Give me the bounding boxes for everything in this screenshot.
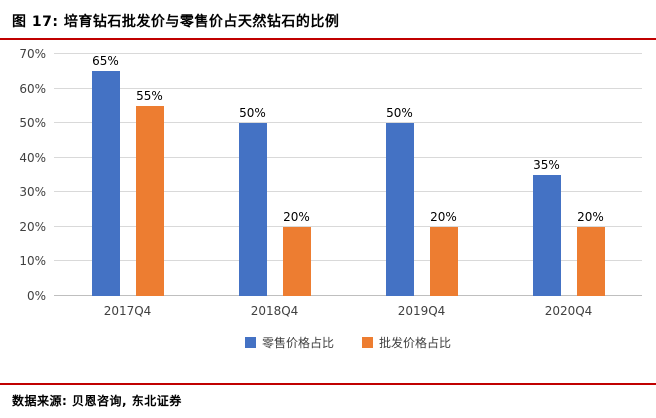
y-axis-tick-20: 20% bbox=[19, 219, 46, 234]
bar-wrap-2020Q4: 35% bbox=[532, 54, 561, 296]
bar-wrap-2019Q4: 20% bbox=[429, 54, 458, 296]
footer-divider bbox=[0, 383, 656, 385]
gridline-60 bbox=[54, 87, 642, 89]
bar-groups: 65% 55% 50% 20% 50% 20% 35% 20% bbox=[54, 54, 642, 296]
gridline-30 bbox=[54, 191, 642, 193]
gridline-50 bbox=[54, 122, 642, 124]
bar-wrap-2019Q4: 50% bbox=[385, 54, 414, 296]
y-axis-tick-10: 10% bbox=[19, 254, 46, 269]
figure-header: 图 17: 培育钻石批发价与零售价占天然钻石的比例 bbox=[0, 0, 656, 38]
bar-零售价格占比-2018Q4: 50% bbox=[238, 106, 267, 296]
y-axis-tick-0: 0% bbox=[26, 289, 46, 303]
gridline-0 bbox=[54, 295, 642, 296]
y-axis-tick-50: 50% bbox=[19, 116, 46, 131]
gridline-10 bbox=[54, 260, 642, 262]
bar-批发价格占比-2020Q4: 20% bbox=[576, 210, 605, 296]
bar-批发价格占比-2019Q4: 20% bbox=[429, 210, 458, 296]
y-axis: 0% 10% 20% 30% 40% 50% 60% 70% bbox=[8, 47, 54, 303]
legend-swatch-icon bbox=[362, 337, 373, 348]
data-label-零售价格占比-2017Q4: 65% bbox=[92, 54, 119, 69]
header-divider bbox=[0, 38, 656, 40]
y-axis-tick-30: 30% bbox=[19, 185, 46, 200]
y-axis-tick-70: 70% bbox=[19, 47, 46, 61]
data-label-批发价格占比-2020Q4: 20% bbox=[577, 209, 604, 224]
legend-label: 批发价格占比 bbox=[379, 336, 452, 350]
data-label-零售价格占比-2018Q4: 50% bbox=[239, 106, 266, 121]
bar-group-2020Q4: 35% 20% bbox=[495, 54, 642, 296]
data-label-批发价格占比-2018Q4: 20% bbox=[283, 209, 310, 224]
chart-legend: 零售价格占比 批发价格占比 bbox=[54, 334, 642, 351]
bar-零售价格占比-2017Q4: 65% bbox=[91, 54, 120, 296]
gridline-20 bbox=[54, 225, 642, 227]
figure-title: 图 17: 培育钻石批发价与零售价占天然钻石的比例 bbox=[12, 14, 340, 30]
x-axis-label-2017Q4: 2017Q4 bbox=[103, 304, 152, 318]
legend-item-批发价格占比: 批发价格占比 bbox=[362, 334, 451, 351]
bar-批发价格占比-2018Q4: 20% bbox=[282, 210, 311, 296]
x-axis-label-2018Q4: 2018Q4 bbox=[250, 304, 299, 318]
bar-wrap-2017Q4: 55% bbox=[135, 54, 164, 296]
bar-批发价格占比-2017Q4: 55% bbox=[135, 89, 164, 296]
bar-group-2017Q4: 65% 55% bbox=[54, 54, 201, 296]
bar-wrap-2017Q4: 65% bbox=[91, 54, 120, 296]
plot-area: 65% 55% 50% 20% 50% 20% 35% 20% bbox=[54, 53, 642, 296]
bar-wrap-2020Q4: 20% bbox=[576, 54, 605, 296]
legend-label: 零售价格占比 bbox=[261, 336, 334, 350]
x-axis-label-2019Q4: 2019Q4 bbox=[397, 304, 446, 318]
legend-swatch-icon bbox=[244, 337, 256, 348]
bar-零售价格占比-2020Q4: 35% bbox=[532, 158, 561, 296]
bar-wrap-2018Q4: 20% bbox=[282, 54, 311, 296]
y-axis-tick-60: 60% bbox=[19, 81, 46, 96]
bar-group-2018Q4: 50% 20% bbox=[201, 54, 348, 296]
bar-wrap-2018Q4: 50% bbox=[238, 54, 267, 296]
legend-item-零售价格占比: 零售价格占比 bbox=[244, 334, 334, 351]
plot-row: 0% 10% 20% 30% 40% 50% 60% 70% 65% 55% 50% 20% 50% 2… bbox=[8, 47, 642, 303]
data-source: 数据来源: 贝恩咨询, 东北证券 bbox=[12, 394, 182, 408]
y-axis-tick-40: 40% bbox=[19, 150, 46, 165]
data-label-零售价格占比-2020Q4: 35% bbox=[533, 158, 560, 172]
x-axis-label-2020Q4: 2020Q4 bbox=[544, 304, 593, 318]
bar-零售价格占比-2019Q4: 50% bbox=[385, 106, 414, 296]
data-label-批发价格占比-2019Q4: 20% bbox=[430, 209, 457, 224]
gridline-70 bbox=[54, 53, 642, 54]
x-axis: 2017Q4 2018Q4 2019Q4 2020Q4 bbox=[54, 304, 642, 318]
data-label-零售价格占比-2019Q4: 50% bbox=[386, 106, 413, 121]
bar-group-2019Q4: 50% 20% bbox=[348, 54, 495, 296]
bar-chart: 0% 10% 20% 30% 40% 50% 60% 70% 65% 55% 50% 20% 50% 2… bbox=[0, 40, 656, 351]
gridline-40 bbox=[54, 156, 642, 158]
data-label-批发价格占比-2017Q4: 55% bbox=[136, 88, 163, 103]
